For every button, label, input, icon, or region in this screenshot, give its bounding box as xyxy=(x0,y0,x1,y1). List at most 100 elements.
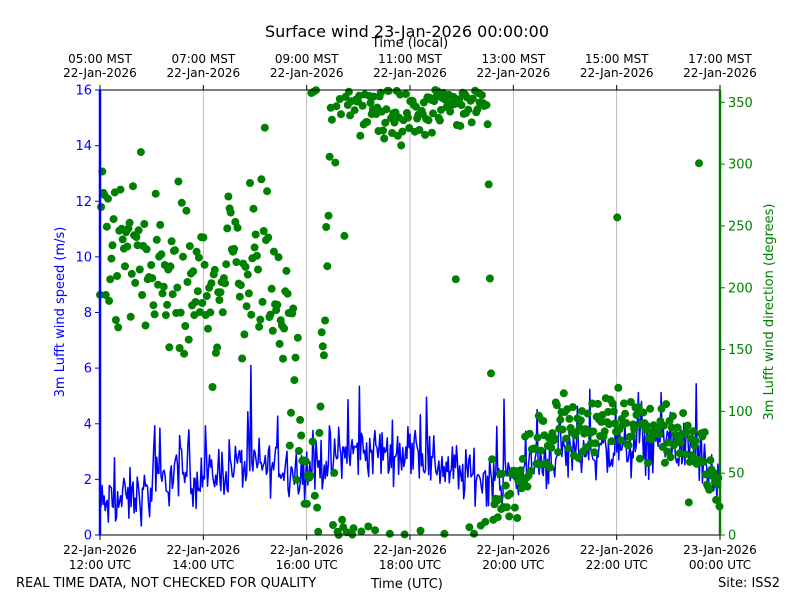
wind-direction-point xyxy=(667,423,676,432)
wind-direction-point xyxy=(502,503,511,512)
wind-direction-point xyxy=(465,523,474,532)
wind-direction-point xyxy=(204,324,212,333)
wind-direction-point xyxy=(397,141,406,150)
wind-direction-point xyxy=(416,526,425,535)
wind-direction-point xyxy=(332,102,341,111)
right-axis-label: 3m Lufft wind direction (degrees) xyxy=(762,204,777,421)
wind-direction-point xyxy=(518,454,527,463)
wind-direction-point xyxy=(616,436,625,445)
wind-direction-point xyxy=(331,158,340,167)
wind-direction-point xyxy=(533,433,542,442)
top-tick-time: 15:00 MST xyxy=(585,52,649,66)
wind-direction-point xyxy=(101,291,110,299)
wind-direction-point xyxy=(547,443,556,452)
wind-direction-point xyxy=(559,389,568,398)
wind-direction-point xyxy=(673,423,682,432)
wind-direction-point xyxy=(526,467,535,475)
wind-direction-point xyxy=(552,401,561,410)
wind-direction-point xyxy=(126,312,135,321)
right-tick-label: 0 xyxy=(728,529,736,544)
top-tick-time: 13:00 MST xyxy=(481,52,545,66)
wind-direction-point xyxy=(685,457,694,466)
wind-direction-point xyxy=(194,253,203,262)
wind-direction-point xyxy=(222,260,231,269)
wind-direction-point xyxy=(257,175,266,184)
wind-direction-point xyxy=(485,274,494,283)
wind-direction-point xyxy=(635,454,644,463)
wind-direction-point xyxy=(706,456,715,465)
wind-direction-point xyxy=(111,316,120,324)
wind-speed-line xyxy=(99,364,721,527)
wind-direction-point xyxy=(565,414,574,423)
wind-direction-point xyxy=(626,398,635,406)
wind-direction-point xyxy=(246,179,254,187)
wind-direction-point xyxy=(660,458,669,467)
wind-direction-point xyxy=(116,185,125,194)
wind-direction-point xyxy=(470,529,478,538)
quality-disclaimer: REAL TIME DATA, NOT CHECKED FOR QUALITY xyxy=(16,576,317,591)
wind-direction-point xyxy=(125,218,134,227)
bottom-tick-time: 14:00 UTC xyxy=(172,558,234,572)
wind-direction-point xyxy=(562,434,570,443)
wind-direction-point xyxy=(568,403,577,412)
wind-direction-point xyxy=(427,128,436,137)
wind-direction-point xyxy=(681,450,690,459)
wind-direction-point xyxy=(630,425,639,434)
wind-direction-point xyxy=(401,90,410,98)
wind-direction-point xyxy=(493,513,502,522)
wind-direction-point xyxy=(683,421,692,430)
wind-direction-point xyxy=(221,279,229,288)
wind-direction-point xyxy=(321,316,330,325)
wind-direction-point xyxy=(523,482,532,491)
wind-direction-point xyxy=(158,289,167,298)
wind-direction-point xyxy=(468,94,477,103)
wind-direction-point xyxy=(487,369,495,378)
wind-direction-point xyxy=(157,250,166,259)
wind-direction-point xyxy=(515,472,524,481)
wind-direction-point xyxy=(166,262,175,271)
wind-direction-point xyxy=(283,289,292,298)
wind-direction-point xyxy=(260,123,269,132)
axis-ticks: 0 2 4 6 8 10 12 14 16 0 50 100 150 200 250 300 350 22-Jan… xyxy=(63,52,757,572)
wind-direction-point xyxy=(412,102,420,111)
bottom-tick-time: 12:00 UTC xyxy=(69,558,131,572)
bottom-tick-time: 22:00 UTC xyxy=(586,558,648,572)
wind-direction-point xyxy=(251,230,260,239)
wind-direction-point xyxy=(700,428,709,437)
wind-direction-point xyxy=(583,409,592,418)
bottom-tick-date: 22-Jan-2026 xyxy=(477,543,551,557)
wind-direction-point xyxy=(451,275,460,284)
wind-direction-point xyxy=(175,344,184,352)
wind-direction-point xyxy=(609,407,618,416)
chart-title: Surface wind 23-Jan-2026 00:00:00 xyxy=(265,22,549,41)
bottom-axis-label: Time (UTC) xyxy=(371,577,443,592)
wind-direction-point xyxy=(249,204,258,213)
wind-direction-point xyxy=(294,446,303,455)
wind-direction-point xyxy=(712,495,721,504)
wind-direction-point xyxy=(167,237,176,246)
wind-direction-point xyxy=(324,211,333,220)
wind-direction-point xyxy=(376,88,385,97)
wind-direction-point xyxy=(516,466,525,475)
wind-direction-point xyxy=(356,131,365,140)
top-axis-label: Time (local) xyxy=(371,36,448,51)
wind-direction-point xyxy=(404,113,412,122)
wind-direction-point xyxy=(337,110,345,119)
wind-direction-point xyxy=(244,289,253,298)
wind-direction-point xyxy=(215,296,224,304)
wind-direction-point xyxy=(106,275,115,284)
wind-direction-point xyxy=(105,296,114,305)
wind-direction-point xyxy=(148,274,157,283)
left-tick-label: 4 xyxy=(84,417,92,432)
wind-direction-point xyxy=(564,444,573,453)
wind-direction-point xyxy=(199,233,208,242)
wind-direction-point xyxy=(102,222,111,231)
left-tick-label: 14 xyxy=(75,139,92,154)
wind-direction-point xyxy=(446,107,455,116)
wind-direction-point xyxy=(400,530,409,539)
wind-direction-point xyxy=(340,231,349,240)
right-tick-label: 350 xyxy=(728,96,753,111)
wind-direction-point xyxy=(173,283,182,292)
top-tick-date: 22-Jan-2026 xyxy=(683,66,757,80)
